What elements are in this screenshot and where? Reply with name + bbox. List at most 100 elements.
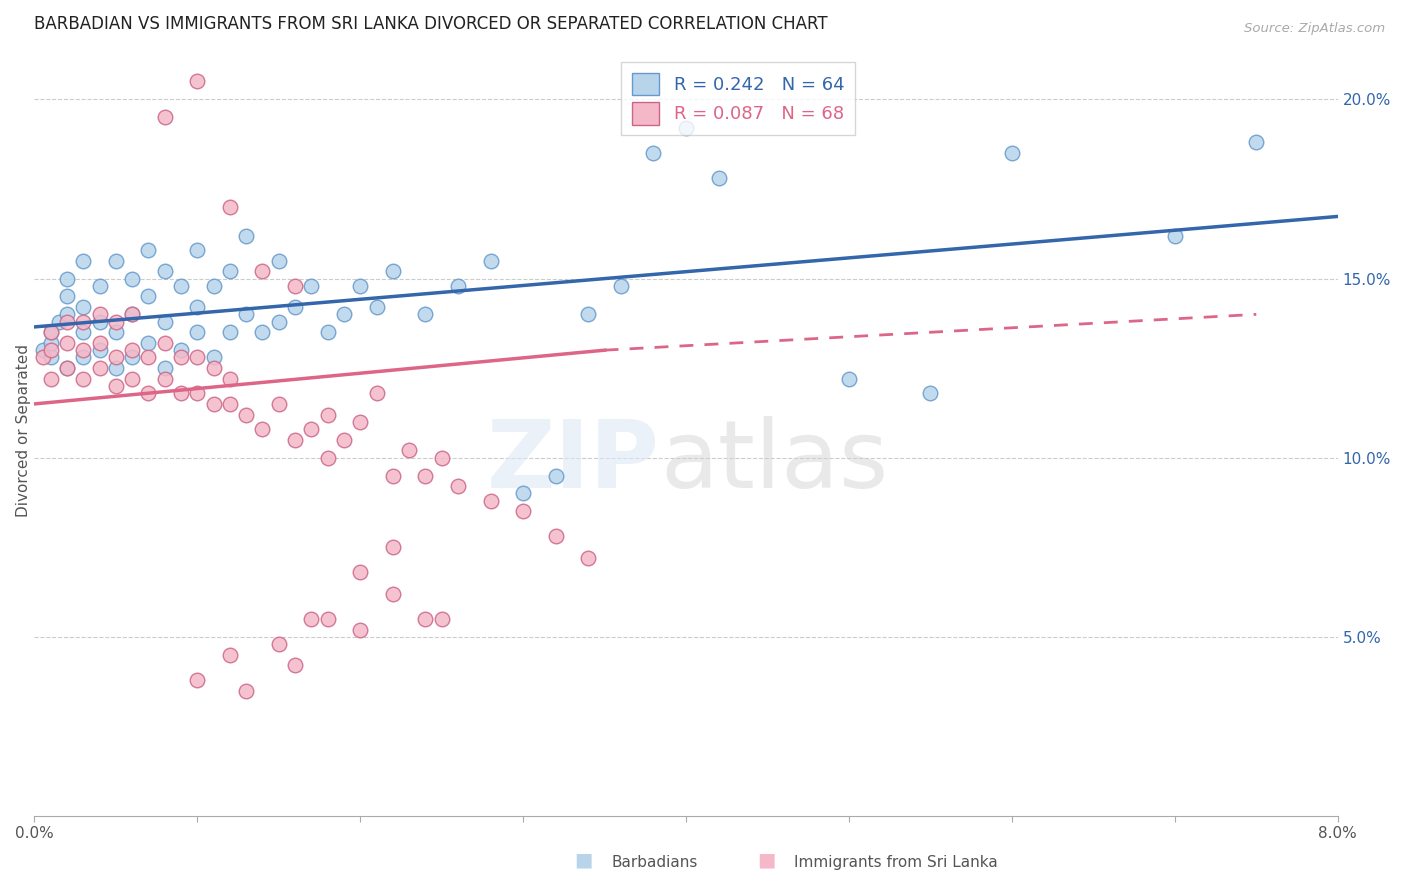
Point <box>170 386 193 401</box>
Point <box>170 278 193 293</box>
Point <box>186 300 208 314</box>
Point <box>235 683 257 698</box>
Point <box>56 271 79 285</box>
Point <box>72 325 94 339</box>
Point <box>48 314 70 328</box>
Point <box>267 637 290 651</box>
Point <box>415 468 437 483</box>
Point <box>89 343 111 358</box>
Text: ■: ■ <box>756 851 776 870</box>
Point <box>39 336 62 351</box>
Text: BARBADIAN VS IMMIGRANTS FROM SRI LANKA DIVORCED OR SEPARATED CORRELATION CHART: BARBADIAN VS IMMIGRANTS FROM SRI LANKA D… <box>34 15 828 33</box>
Point <box>138 336 160 351</box>
Point <box>121 351 143 365</box>
Point <box>56 336 79 351</box>
Point <box>186 243 208 257</box>
Point <box>381 587 404 601</box>
Point <box>219 648 242 662</box>
Point <box>219 264 242 278</box>
Point <box>89 336 111 351</box>
Point <box>121 271 143 285</box>
Point <box>170 351 193 365</box>
Point <box>544 468 567 483</box>
Text: Source: ZipAtlas.com: Source: ZipAtlas.com <box>1244 22 1385 36</box>
Point <box>299 422 322 436</box>
Point <box>284 278 307 293</box>
Point <box>349 278 371 293</box>
Point <box>104 253 127 268</box>
Point <box>121 307 143 321</box>
Point <box>138 386 160 401</box>
Point <box>153 361 176 376</box>
Point <box>31 343 53 358</box>
Point <box>252 422 274 436</box>
Point <box>202 278 225 293</box>
Point <box>252 325 274 339</box>
Point <box>430 612 453 626</box>
Point <box>186 325 208 339</box>
Point <box>447 278 470 293</box>
Point <box>349 415 371 429</box>
Point <box>381 468 404 483</box>
Point <box>56 314 79 328</box>
Point <box>104 379 127 393</box>
Point <box>366 386 388 401</box>
Point <box>235 307 257 321</box>
Point <box>316 612 339 626</box>
Point <box>349 623 371 637</box>
Point <box>72 300 94 314</box>
Point <box>479 493 502 508</box>
Point <box>512 504 534 518</box>
Point <box>447 479 470 493</box>
Point <box>610 278 633 293</box>
Point <box>675 121 697 136</box>
Point <box>219 325 242 339</box>
Point <box>104 361 127 376</box>
Point <box>72 372 94 386</box>
Point <box>349 566 371 580</box>
Point <box>333 433 356 447</box>
Point <box>1246 136 1268 150</box>
Text: ■: ■ <box>574 851 593 870</box>
Point <box>153 111 176 125</box>
Point <box>576 307 599 321</box>
Point <box>39 325 62 339</box>
Point <box>186 351 208 365</box>
Point <box>104 325 127 339</box>
Point <box>284 433 307 447</box>
Point <box>138 243 160 257</box>
Point <box>544 529 567 543</box>
Point <box>1164 228 1187 243</box>
Point <box>430 450 453 465</box>
Point <box>72 314 94 328</box>
Point <box>235 408 257 422</box>
Point <box>186 673 208 687</box>
Point <box>121 307 143 321</box>
Point <box>366 300 388 314</box>
Point <box>39 351 62 365</box>
Point <box>299 612 322 626</box>
Point <box>381 540 404 554</box>
Point <box>186 386 208 401</box>
Point <box>219 200 242 214</box>
Point <box>138 289 160 303</box>
Point <box>316 325 339 339</box>
Point <box>707 171 730 186</box>
Point <box>56 361 79 376</box>
Point <box>72 351 94 365</box>
Point <box>104 351 127 365</box>
Point <box>267 314 290 328</box>
Point <box>202 397 225 411</box>
Point <box>284 658 307 673</box>
Point <box>381 264 404 278</box>
Point <box>920 386 942 401</box>
Point <box>56 289 79 303</box>
Point <box>121 343 143 358</box>
Point <box>72 253 94 268</box>
Point <box>104 314 127 328</box>
Point <box>153 336 176 351</box>
Point <box>576 551 599 566</box>
Point <box>219 397 242 411</box>
Legend: R = 0.242   N = 64, R = 0.087   N = 68: R = 0.242 N = 64, R = 0.087 N = 68 <box>621 62 855 136</box>
Point <box>202 351 225 365</box>
